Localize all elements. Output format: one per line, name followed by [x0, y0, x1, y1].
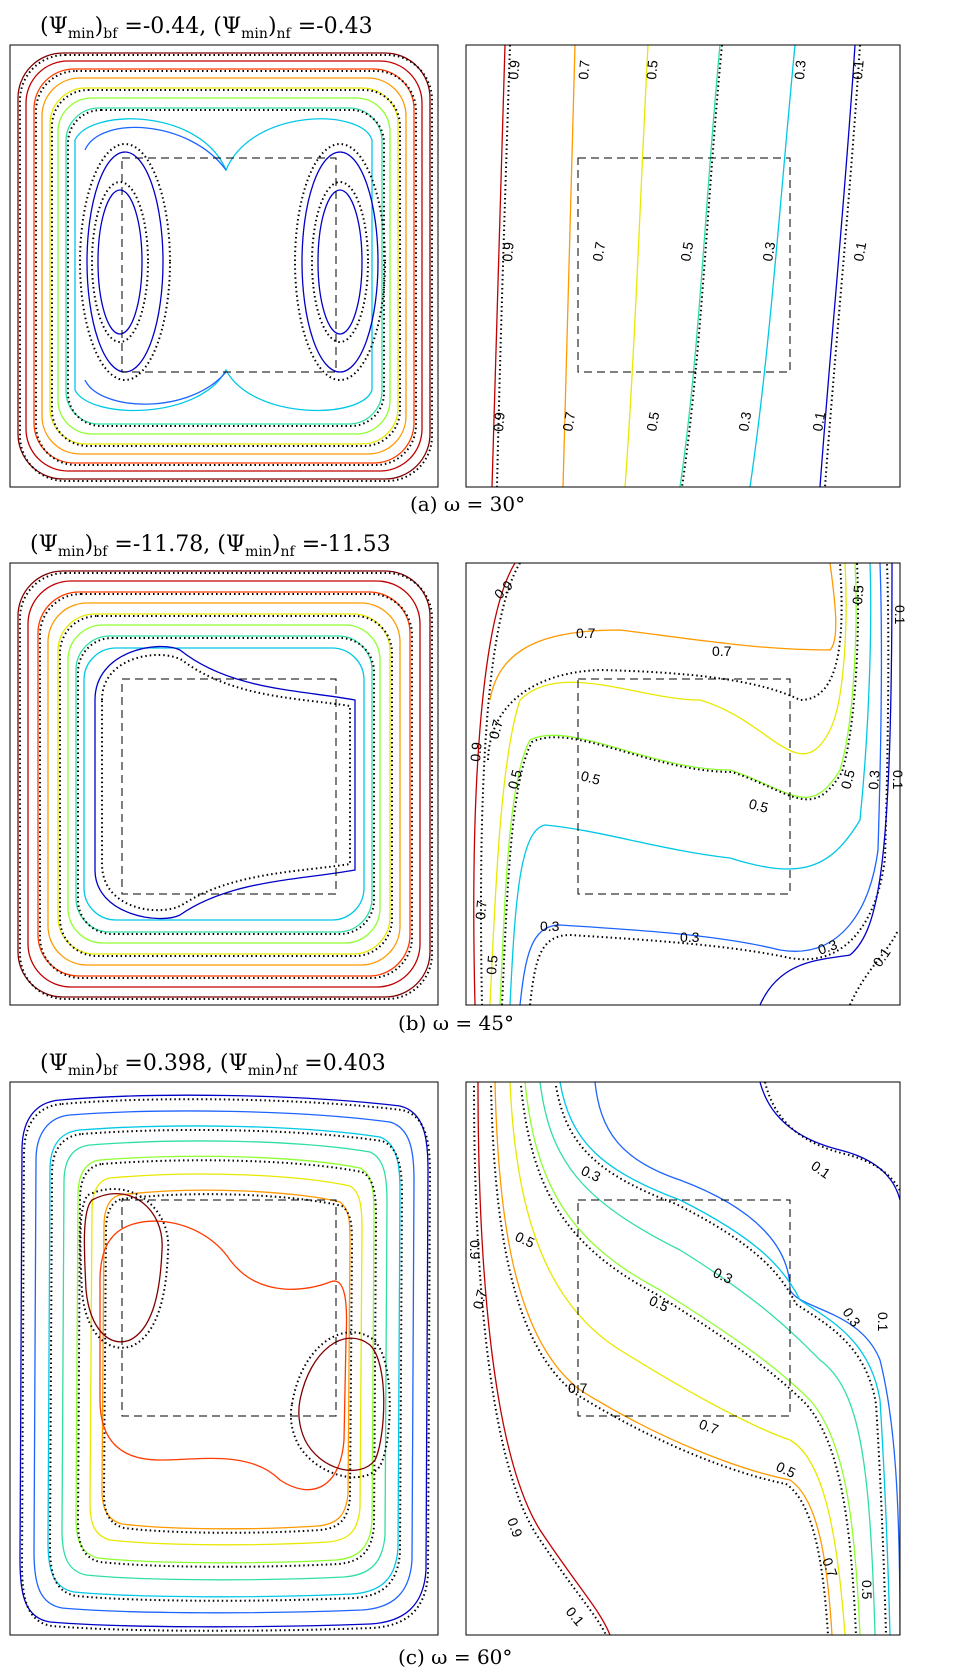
contour-label: 0.1 [890, 770, 906, 790]
contour-label: 0.7 [559, 410, 578, 432]
contour-label: 0.9 [490, 411, 508, 432]
contour-label: 0.3 [816, 936, 840, 958]
contour-label: 0.5 [579, 767, 602, 788]
caption-c: (c) ω = 60° [398, 1645, 512, 1669]
contour-label: 0.9 [491, 577, 516, 602]
contour-label: 0.5 [677, 240, 696, 262]
contour-label: 0.7 [485, 718, 506, 741]
contour-label: 0.7 [472, 899, 490, 920]
contour-label: 0.1 [563, 1604, 588, 1629]
caption-b: (b) ω = 45° [398, 1011, 514, 1035]
panel-b-header: (Ψmin)bf =-11.78, (Ψmin)nf =-11.53 [30, 532, 391, 560]
contour-label: 0.3 [865, 769, 883, 790]
contour-label: 0.5 [747, 795, 770, 816]
streamline-plot-b [17, 570, 433, 1000]
frame-c-right [465, 1081, 901, 1636]
contour-label: 0.7 [819, 1556, 841, 1580]
isotherm-plot-a [491, 45, 861, 487]
contour-label: 0.5 [774, 1458, 799, 1481]
contour-label: 0.3 [735, 410, 754, 432]
contour-label: 0.5 [849, 584, 867, 605]
contour-label: 0.3 [791, 59, 809, 80]
contour-label: 0.7 [697, 1416, 721, 1438]
panel-a: (Ψmin)bf =-0.44, (Ψmin)nf =-0.43 [9, 14, 901, 516]
isotherm-plot-c [473, 1082, 900, 1635]
contour-label: 0.5 [643, 410, 662, 432]
contour-label: 0.1 [875, 1312, 891, 1332]
contour-labels-a: 0.9 0.7 0.5 0.3 0.1 0.9 0.7 0.5 0.3 0.1 … [490, 59, 869, 432]
contour-label: 0.9 [467, 741, 485, 762]
panel-b: (Ψmin)bf =-11.78, (Ψmin)nf =-11.53 [9, 532, 908, 1035]
contour-label: 0.1 [850, 240, 869, 262]
contour-label: 0.7 [568, 1380, 588, 1396]
contour-label: 0.3 [540, 918, 560, 934]
contour-label: 0.5 [483, 954, 501, 975]
frame-b-right [465, 562, 901, 1006]
contour-label: 0.9 [505, 59, 523, 80]
contour-label: 0.1 [849, 59, 867, 80]
isotherm-plot-b [473, 563, 899, 1005]
frame-a-right [465, 44, 901, 488]
contour-label: 0.7 [712, 643, 732, 659]
contour-labels-b: 0.9 0.7 0.7 0.7 0.5 0.5 0.5 0.5 0.3 0.3 … [467, 577, 908, 975]
contour-label: 0.7 [576, 625, 596, 641]
contour-label: 0.5 [647, 1292, 672, 1315]
panel-c: (Ψmin)bf =0.398, (Ψmin)nf =0.403 [9, 1051, 901, 1669]
contour-label: 0.1 [808, 1157, 833, 1181]
panel-c-header: (Ψmin)bf =0.398, (Ψmin)nf =0.403 [40, 1051, 386, 1079]
contour-label: 0.5 [504, 768, 525, 791]
contour-label: 0.3 [711, 1264, 736, 1287]
contour-label: 0.7 [575, 59, 593, 80]
contour-label: 0.9 [467, 1240, 483, 1260]
contour-label: 0.5 [643, 59, 661, 80]
frame-a-left [9, 44, 439, 488]
contour-labels-c: 0.1 0.3 0.3 0.3 0.5 0.5 0.5 0.7 0.7 0.7 … [467, 1157, 891, 1629]
contour-label: 0.5 [513, 1228, 538, 1251]
contour-label: 0.5 [859, 1580, 875, 1600]
contour-label: 0.9 [499, 241, 517, 262]
caption-a: (a) ω = 30° [410, 492, 525, 516]
contour-label: 0.9 [504, 1516, 526, 1540]
streamline-plot-a [17, 52, 433, 482]
contour-label: 0.1 [809, 410, 828, 432]
panel-a-header: (Ψmin)bf =-0.44, (Ψmin)nf =-0.43 [40, 14, 373, 42]
contour-label: 0.5 [837, 768, 858, 791]
contour-label: 0.3 [759, 240, 778, 262]
contour-label: 0.3 [579, 1162, 604, 1185]
streamline-plot-c [19, 1094, 432, 1632]
contour-label: 0.7 [589, 240, 608, 262]
contour-label: 0.3 [840, 1305, 864, 1330]
contour-label: 0.7 [469, 1288, 490, 1311]
frame-c-left [9, 1081, 439, 1636]
frame-b-left [9, 562, 439, 1006]
contour-label: 0.3 [680, 929, 700, 945]
